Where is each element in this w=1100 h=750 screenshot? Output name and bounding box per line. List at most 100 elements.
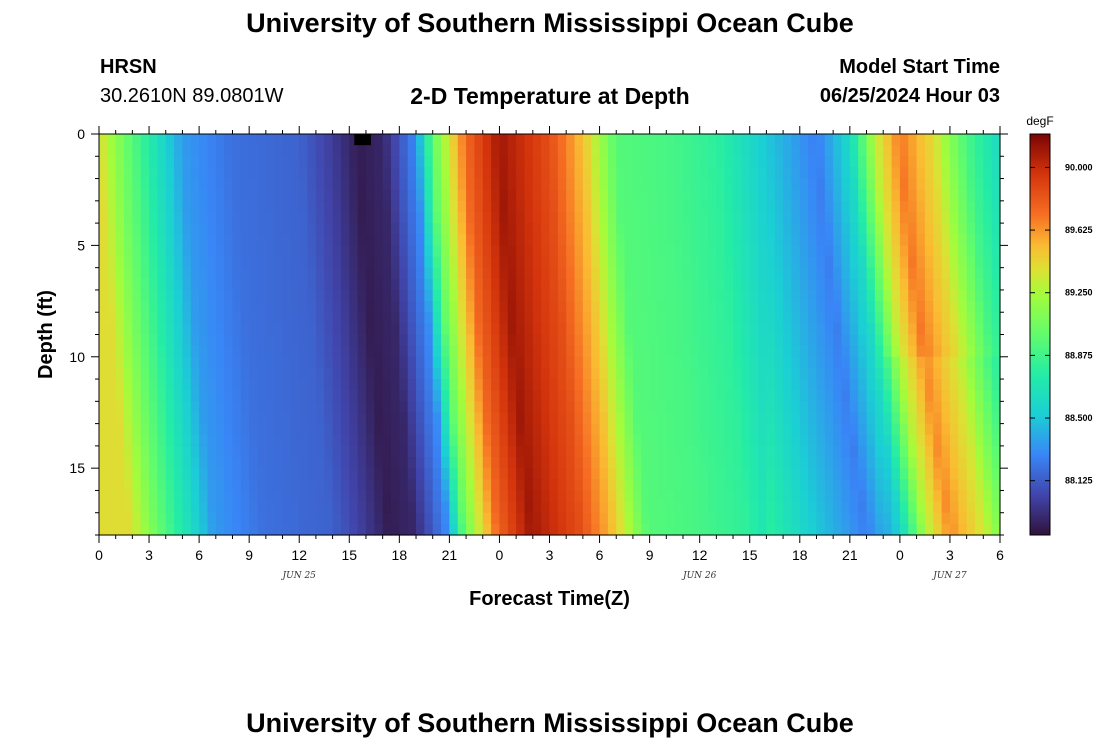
heatmap-cell xyxy=(199,356,209,369)
heatmap-cell xyxy=(908,234,918,246)
heatmap-cell xyxy=(874,301,884,313)
heatmap-cell xyxy=(924,178,934,191)
heatmap-cell xyxy=(149,200,158,213)
heatmap-cell xyxy=(632,178,642,191)
heatmap-cell xyxy=(449,267,459,280)
heatmap-cell xyxy=(332,401,342,414)
heatmap-cell xyxy=(808,189,818,202)
heatmap-cell xyxy=(157,145,167,157)
heatmap-cell xyxy=(833,356,843,369)
heatmap-cell xyxy=(874,256,884,269)
heatmap-cell xyxy=(124,301,133,313)
heatmap-cell xyxy=(858,134,868,146)
heatmap-cell xyxy=(274,345,284,358)
heatmap-cell xyxy=(374,312,384,324)
heatmap-cell xyxy=(491,512,501,525)
heatmap-cell xyxy=(749,301,759,313)
heatmap-cell xyxy=(849,512,859,525)
heatmap-cell xyxy=(499,156,509,169)
heatmap-cell xyxy=(274,457,284,469)
heatmap-cell xyxy=(883,379,893,391)
heatmap-cell xyxy=(324,156,334,169)
heatmap-cell xyxy=(866,345,876,358)
heatmap-cell xyxy=(933,345,943,358)
heatmap-cell xyxy=(791,278,801,291)
heatmap-cell xyxy=(899,301,909,313)
heatmap-cell xyxy=(632,367,642,380)
heatmap-cell xyxy=(749,267,759,280)
heatmap-cell xyxy=(691,256,701,269)
heatmap-cell xyxy=(299,189,309,202)
heatmap-cell xyxy=(616,390,626,402)
heatmap-cell xyxy=(416,379,425,391)
surface-min-marker xyxy=(354,134,371,146)
heatmap-cell xyxy=(858,367,868,380)
heatmap-cell xyxy=(616,512,626,525)
heatmap-cell xyxy=(199,523,209,536)
heatmap-cell xyxy=(240,301,250,313)
heatmap-cell xyxy=(215,390,225,402)
heatmap-cell xyxy=(441,234,450,246)
heatmap-cell xyxy=(274,379,284,391)
heatmap-cell xyxy=(958,145,968,157)
heatmap-cell xyxy=(349,156,359,169)
heatmap-cell xyxy=(207,211,217,224)
heatmap-cell xyxy=(966,501,976,514)
heatmap-cell xyxy=(424,468,434,480)
heatmap-cell xyxy=(199,412,209,425)
heatmap-cell xyxy=(499,512,509,525)
heatmap-cell xyxy=(290,167,300,180)
heatmap-cell xyxy=(749,211,759,224)
heatmap-cell xyxy=(916,379,926,391)
heatmap-cell xyxy=(157,267,167,280)
heatmap-cell xyxy=(741,423,751,436)
heatmap-cell xyxy=(741,256,751,269)
heatmap-cell xyxy=(666,457,676,469)
heatmap-cell xyxy=(632,479,642,492)
heatmap-cell xyxy=(541,145,551,157)
heatmap-cell xyxy=(340,523,350,536)
heatmap-cell xyxy=(182,390,192,402)
heatmap-cell xyxy=(482,312,492,324)
heatmap-cell xyxy=(741,412,751,425)
heatmap-cell xyxy=(791,145,801,157)
heatmap-cell xyxy=(182,479,192,492)
heatmap-cell xyxy=(566,323,576,336)
heatmap-cell xyxy=(749,356,759,369)
heatmap-cell xyxy=(624,501,634,514)
heatmap-cell xyxy=(974,367,984,380)
heatmap-cell xyxy=(824,345,834,358)
heatmap-cell xyxy=(340,267,350,280)
heatmap-cell xyxy=(607,345,617,358)
heatmap-cell xyxy=(349,223,359,235)
heatmap-cell xyxy=(824,356,834,369)
heatmap-cell xyxy=(149,323,158,336)
x-tick-label: 6 xyxy=(195,547,203,563)
heatmap-cell xyxy=(207,256,217,269)
heatmap-cell xyxy=(274,189,284,202)
heatmap-cell xyxy=(240,334,250,347)
heatmap-cell xyxy=(858,423,868,436)
heatmap-cell xyxy=(691,178,701,191)
heatmap-cell xyxy=(557,189,567,202)
heatmap-cell xyxy=(657,390,667,402)
heatmap-cell xyxy=(274,445,284,458)
heatmap-cell xyxy=(841,323,851,336)
heatmap-cell xyxy=(457,256,467,269)
heatmap-cell xyxy=(758,390,767,402)
heatmap-cell xyxy=(207,512,217,525)
heatmap-cell xyxy=(374,468,384,480)
heatmap-cell xyxy=(816,401,826,414)
heatmap-cell xyxy=(574,289,584,302)
heatmap-cell xyxy=(632,356,642,369)
heatmap-cell xyxy=(641,367,651,380)
heatmap-cell xyxy=(416,390,425,402)
heatmap-cell xyxy=(491,367,501,380)
heatmap-cell xyxy=(749,423,759,436)
heatmap-cell xyxy=(632,289,642,302)
heatmap-cell xyxy=(315,245,325,258)
heatmap-cell xyxy=(432,501,442,514)
heatmap-cell xyxy=(941,345,951,358)
heatmap-cell xyxy=(516,390,526,402)
heatmap-cell xyxy=(557,267,567,280)
